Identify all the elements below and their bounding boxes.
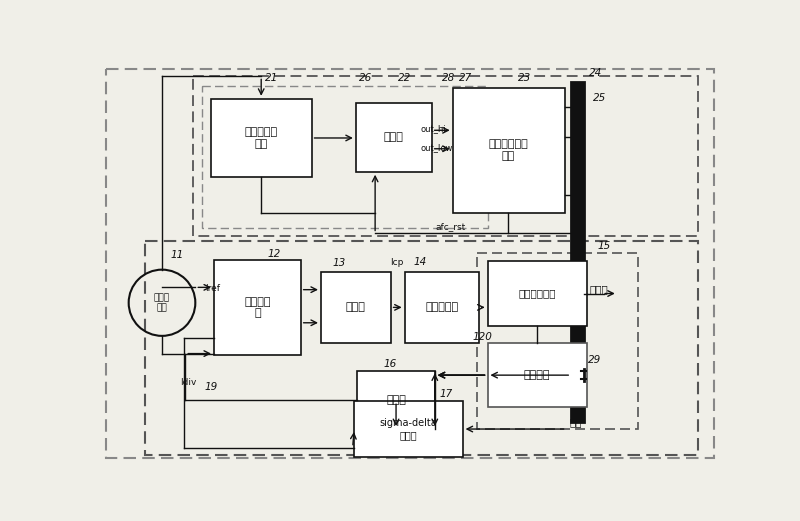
Text: 环路滤波器: 环路滤波器 [426, 302, 458, 313]
Bar [321, 272, 390, 343]
Bar [405, 272, 479, 343]
Text: out_hi: out_hi [420, 124, 446, 133]
Text: 电荷泵: 电荷泵 [346, 302, 366, 313]
Text: 21: 21 [266, 73, 278, 83]
Bar [145, 241, 698, 455]
Text: 12: 12 [268, 249, 281, 259]
Text: 参考振
荡器: 参考振 荡器 [154, 293, 170, 313]
Text: 19: 19 [204, 382, 218, 392]
Text: Icp: Icp [390, 258, 403, 267]
Bar [453, 88, 565, 214]
Text: Idiv: Idiv [180, 378, 196, 387]
Text: 28: 28 [442, 73, 455, 83]
Text: 23: 23 [518, 73, 531, 83]
Bar [487, 261, 586, 326]
Text: Iref: Iref [205, 284, 220, 293]
Text: 11: 11 [171, 250, 184, 260]
Bar [211, 98, 311, 177]
Text: 120: 120 [472, 332, 492, 342]
Bar [358, 370, 435, 429]
Text: 比较器: 比较器 [384, 132, 404, 142]
Text: 14: 14 [414, 257, 426, 267]
Text: afc_rst: afc_rst [435, 222, 466, 231]
Text: 17: 17 [439, 389, 452, 400]
Text: 25: 25 [593, 93, 606, 103]
Text: out_low: out_low [420, 143, 453, 152]
Text: 24: 24 [590, 68, 602, 78]
Text: 鉴频鉴相
器: 鉴频鉴相 器 [244, 296, 270, 318]
Text: 压控振荡核心: 压控振荡核心 [518, 289, 556, 299]
Text: 电容阵列: 电容阵列 [524, 370, 550, 380]
Text: 13: 13 [332, 258, 346, 268]
Text: 22: 22 [398, 73, 411, 83]
Text: 15: 15 [597, 241, 610, 251]
Text: 混频器: 混频器 [589, 284, 608, 294]
Text: 27: 27 [459, 73, 473, 83]
Bar [356, 103, 432, 172]
Text: 快速充放电
电路: 快速充放电 电路 [245, 127, 278, 149]
Bar [193, 77, 698, 236]
Text: 数字逻辑处理
电路: 数字逻辑处理 电路 [489, 140, 528, 161]
Text: 29: 29 [588, 355, 601, 365]
Bar [478, 254, 638, 429]
Text: 分频器: 分频器 [386, 395, 406, 405]
Bar [354, 401, 462, 457]
Text: 基带: 基带 [570, 417, 582, 427]
Bar [202, 85, 487, 228]
Bar [487, 343, 586, 407]
Bar [571, 82, 584, 422]
Text: 16: 16 [384, 358, 398, 368]
Text: 26: 26 [359, 73, 373, 83]
Text: sigma-delta
调制器: sigma-delta 调制器 [379, 418, 438, 440]
Bar [214, 259, 301, 355]
